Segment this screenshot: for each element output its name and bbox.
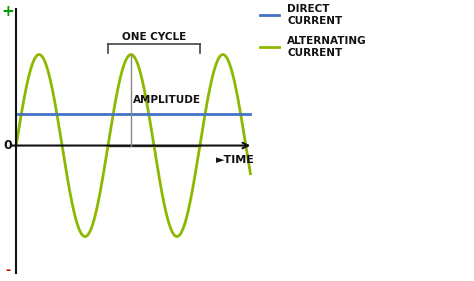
Text: -: - <box>5 264 10 277</box>
Text: AMPLITUDE: AMPLITUDE <box>133 95 201 105</box>
Text: ►TIME: ►TIME <box>216 155 255 165</box>
Text: 0: 0 <box>3 139 12 152</box>
Legend: DIRECT
CURRENT, ALTERNATING
CURRENT: DIRECT CURRENT, ALTERNATING CURRENT <box>260 4 367 58</box>
Text: ONE CYCLE: ONE CYCLE <box>122 32 186 42</box>
Text: +: + <box>1 4 14 19</box>
